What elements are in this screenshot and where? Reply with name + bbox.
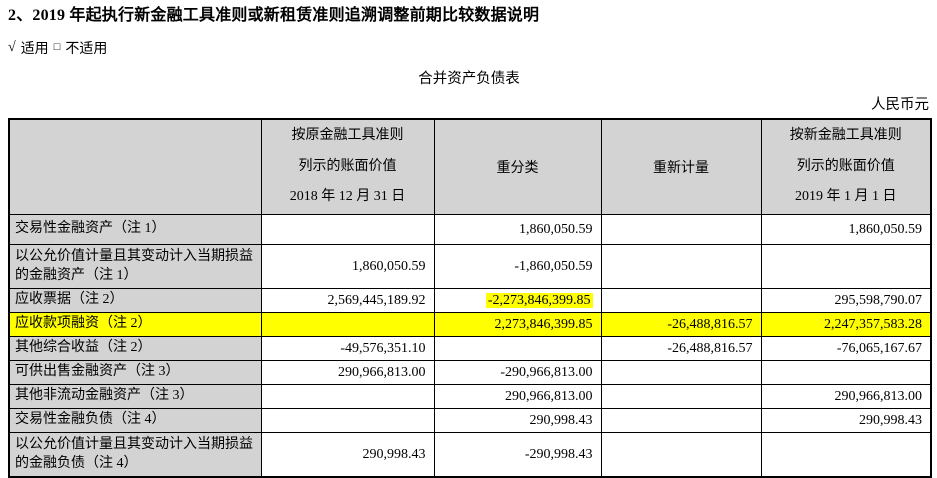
table-row: 以公允价值计量且其变动计入当期损益的金融资产（注 1） 1,860,050.59…: [8, 244, 932, 290]
cell-value-highlighted: -2,273,846,399.85: [433, 288, 602, 314]
currency-note: 人民币元: [871, 96, 929, 113]
cell-value: [600, 214, 762, 246]
cell-value: 290,998.43: [260, 432, 435, 478]
cell-value: -290,966,813.00: [433, 360, 602, 386]
cell-value: [433, 336, 602, 362]
row-label: 交易性金融负债（注 4）: [8, 408, 262, 434]
cell-value: 1,860,050.59: [260, 244, 435, 290]
header-reclassification: 重分类: [433, 118, 602, 216]
table-row: 交易性金融资产（注 1） 1,860,050.59 1,860,050.59: [8, 214, 932, 246]
balance-sheet-table: 按原金融工具准则 列示的账面价值 2018 年 12 月 31 日 重分类 重新…: [8, 117, 932, 478]
row-label: 交易性金融资产（注 1）: [8, 214, 262, 246]
cell-value: [600, 384, 762, 410]
cell-value: 290,966,813.00: [260, 360, 435, 386]
table-row: 可供出售金融资产（注 3） 290,966,813.00 -290,966,81…: [8, 360, 932, 386]
cell-value: [600, 244, 762, 290]
row-label: 以公允价值计量且其变动计入当期损益的金融资产（注 1）: [8, 244, 262, 290]
row-label: 其他非流动金融资产（注 3）: [8, 384, 262, 410]
cell-value: [260, 408, 435, 434]
cell-value: 290,998.43: [760, 408, 932, 434]
cell-value: 290,998.43: [433, 408, 602, 434]
table-row: 应收票据（注 2） 2,569,445,189.92 -2,273,846,39…: [8, 288, 932, 314]
cell-value: [760, 432, 932, 478]
cell-value: 1,860,050.59: [760, 214, 932, 246]
cell-value: -26,488,816.57: [600, 336, 762, 362]
cell-value: [760, 244, 932, 290]
cell-value: [260, 214, 435, 246]
cell-value: [600, 408, 762, 434]
not-applicable-label: 不适用: [65, 41, 108, 57]
cell-value: [600, 432, 762, 478]
header-new-standard: 按新金融工具准则 列示的账面价值 2019 年 1 月 1 日: [760, 118, 932, 216]
header-original-standard: 按原金融工具准则 列示的账面价值 2018 年 12 月 31 日: [260, 118, 435, 216]
cell-value: 2,247,357,583.28: [760, 312, 932, 338]
check-mark-icon: √: [8, 39, 16, 55]
row-label: 以公允价值计量且其变动计入当期损益的金融负债（注 4）: [8, 432, 262, 478]
row-label: 应收票据（注 2）: [8, 288, 262, 314]
row-label: 应收款项融资（注 2）: [8, 312, 262, 338]
row-label: 其他综合收益（注 2）: [8, 336, 262, 362]
cell-value: -290,998.43: [433, 432, 602, 478]
table-title: 合并资产负债表: [418, 70, 520, 87]
cell-value: 290,966,813.00: [760, 384, 932, 410]
applicable-label: 适用: [20, 41, 49, 57]
table-row: 其他综合收益（注 2） -49,576,351.10 -26,488,816.5…: [8, 336, 932, 362]
table-row: 其他非流动金融资产（注 3） 290,966,813.00 290,966,81…: [8, 384, 932, 410]
cell-value: -26,488,816.57: [600, 312, 762, 338]
cell-value: [260, 312, 435, 338]
cell-value: -76,065,167.67: [760, 336, 932, 362]
cell-value: 1,860,050.59: [433, 214, 602, 246]
cell-value: [260, 384, 435, 410]
table-row-highlighted: 应收款项融资（注 2） 2,273,846,399.85 -26,488,816…: [8, 312, 932, 338]
cell-value: 290,966,813.00: [433, 384, 602, 410]
header-corner-cell: [8, 118, 262, 216]
cell-value: [600, 288, 762, 314]
section-title: 2、2019 年起执行新金融工具准则或新租赁准则追溯调整前期比较数据说明: [8, 7, 540, 24]
table-row: 交易性金融负债（注 4） 290,998.43 290,998.43: [8, 408, 932, 434]
checkbox-empty-icon: □: [53, 40, 61, 53]
header-remeasurement: 重新计量: [600, 118, 762, 216]
cell-value: [760, 360, 932, 386]
cell-value: -1,860,050.59: [433, 244, 602, 290]
row-label: 可供出售金融资产（注 3）: [8, 360, 262, 386]
table-row: 以公允价值计量且其变动计入当期损益的金融负债（注 4） 290,998.43 -…: [8, 432, 932, 478]
cell-value: 295,598,790.07: [760, 288, 932, 314]
header-row: 按原金融工具准则 列示的账面价值 2018 年 12 月 31 日 重分类 重新…: [8, 118, 932, 216]
cell-value: 2,273,846,399.85: [433, 312, 602, 338]
applicability-line: √ 适用 □ 不适用: [8, 38, 930, 58]
cell-value: -49,576,351.10: [260, 336, 435, 362]
cell-value: 2,569,445,189.92: [260, 288, 435, 314]
cell-value: [600, 360, 762, 386]
